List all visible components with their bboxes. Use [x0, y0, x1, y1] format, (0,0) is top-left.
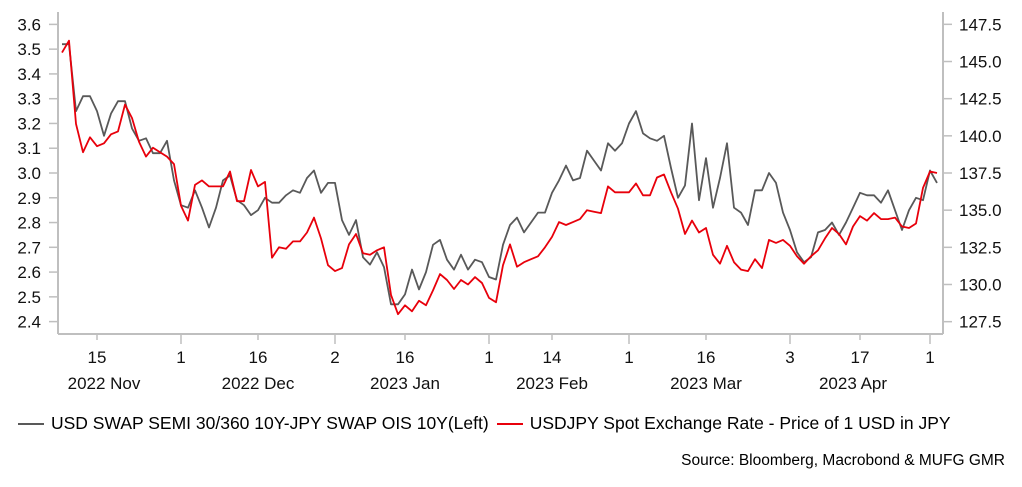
right-tick-label: 137.5: [959, 164, 1002, 183]
left-tick-label: 3.2: [17, 114, 41, 133]
x-tick-label: 14: [543, 348, 562, 367]
x-tick-label: 1: [925, 348, 934, 367]
right-tick-label: 145.0: [959, 53, 1002, 72]
legend-label-swap-spread: USD SWAP SEMI 30/360 10Y-JPY SWAP OIS 10…: [51, 413, 489, 433]
left-tick-label: 2.9: [17, 189, 41, 208]
left-tick-label: 3.0: [17, 164, 41, 183]
x-tick-label: 1: [484, 348, 493, 367]
right-tick-label: 130.0: [959, 275, 1002, 294]
left-tick-label: 2.4: [17, 313, 41, 332]
left-tick-label: 3.4: [17, 65, 41, 84]
x-tick-label: 3: [785, 348, 794, 367]
axes: [57, 12, 944, 335]
legend-item-usdjpy: USDJPY Spot Exchange Rate - Price of 1 U…: [496, 413, 951, 434]
left-tick-label: 3.3: [17, 90, 41, 109]
left-tick-label: 3.6: [17, 15, 41, 34]
x-tick-label: 17: [851, 348, 870, 367]
x-tick-label: 15: [88, 348, 107, 367]
x-month-label: 2022 Dec: [222, 374, 295, 393]
x-month-label: 2023 Mar: [670, 374, 742, 393]
x-tick-label: 2: [330, 348, 339, 367]
x-tick-label: 16: [697, 348, 716, 367]
x-tick-label: 1: [176, 348, 185, 367]
left-tick-label: 2.6: [17, 263, 41, 282]
x-tick-label: 1: [624, 348, 633, 367]
right-tick-label: 142.5: [959, 90, 1002, 109]
left-tick-label: 3.5: [17, 40, 41, 59]
legend-swatch-red: [496, 422, 523, 425]
right-tick-label: 147.5: [959, 15, 1002, 34]
x-month-label: 2023 Jan: [370, 374, 440, 393]
right-tick-label: 127.5: [959, 313, 1002, 332]
legend-swatch-grey: [18, 422, 44, 425]
series-line-usdjpy: [61, 39, 938, 316]
series-lines: [61, 39, 938, 316]
x-month-label: 2022 Nov: [68, 374, 141, 393]
left-tick-label: 2.7: [17, 238, 41, 257]
left-tick-label: 2.8: [17, 214, 41, 233]
legend-item-swap-spread: USD SWAP SEMI 30/360 10Y-JPY SWAP OIS 10…: [18, 413, 489, 434]
series-line-swap-spread: [62, 43, 938, 306]
x-tick-label: 16: [396, 348, 415, 367]
axis-ticks: 2.4 2.5 2.6 2.7 2.8 2.9 3.0 3.1 3.2 3.3 3.4 3.5 3.6 1…: [17, 15, 1001, 393]
right-tick-label: 135.0: [959, 201, 1002, 220]
right-tick-label: 132.5: [959, 238, 1002, 257]
x-month-label: 2023 Apr: [819, 374, 887, 393]
x-month-label: 2023 Feb: [516, 374, 588, 393]
legend-label-usdjpy: USDJPY Spot Exchange Rate - Price of 1 U…: [529, 413, 951, 433]
right-tick-label: 140.0: [959, 127, 1002, 146]
legend: USD SWAP SEMI 30/360 10Y-JPY SWAP OIS 10…: [18, 413, 959, 434]
chart: 2.4 2.5 2.6 2.7 2.8 2.9 3.0 3.1 3.2 3.3 3.4 3.5 3.6 1…: [17, 12, 1002, 393]
source-note: Source: Bloomberg, Macrobond & MUFG GMR: [681, 452, 1005, 469]
left-tick-label: 3.1: [17, 139, 41, 158]
left-tick-label: 2.5: [17, 288, 41, 307]
x-tick-label: 16: [249, 348, 268, 367]
